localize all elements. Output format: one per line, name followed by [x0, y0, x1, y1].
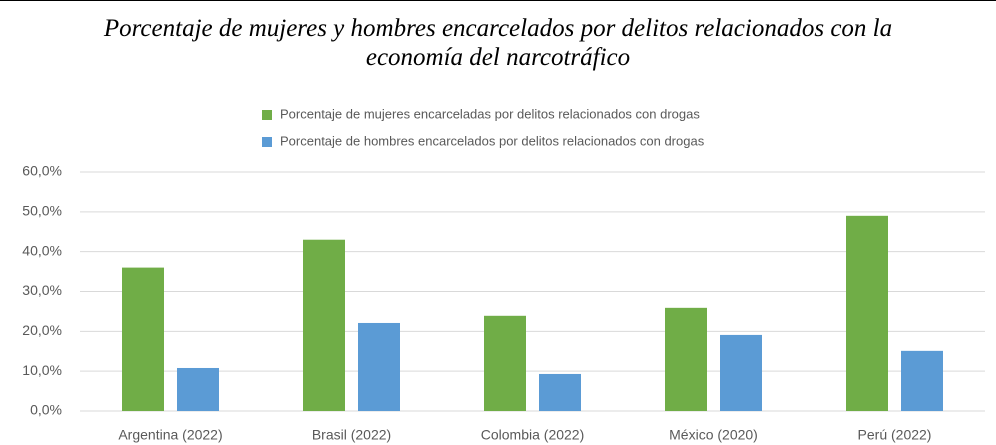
bar [846, 215, 888, 411]
bar [720, 334, 762, 411]
y-tick-label: 0,0% [30, 402, 62, 418]
x-tick-label: México (2020) [669, 427, 758, 443]
bar [177, 367, 219, 411]
x-tick-label: Colombia (2022) [481, 427, 585, 443]
y-tick-label: 60,0% [22, 163, 62, 179]
y-tick-label: 20,0% [22, 322, 62, 338]
legend-label: Porcentaje de mujeres encarceladas por d… [280, 106, 700, 121]
x-tick-label: Perú (2022) [858, 427, 932, 443]
bar [539, 373, 581, 411]
y-tick-label: 30,0% [22, 282, 62, 298]
y-tick-label: 50,0% [22, 203, 62, 219]
x-tick-label: Brasil (2022) [312, 427, 391, 443]
legend-swatch [262, 137, 272, 147]
x-tick-label: Argentina (2022) [118, 427, 222, 443]
bar [484, 315, 526, 411]
y-tick-label: 10,0% [22, 362, 62, 378]
legend-label: Porcentaje de hombres encarcelados por d… [280, 133, 705, 148]
bar [665, 307, 707, 411]
bar [901, 350, 943, 411]
chart-title: Porcentaje de mujeres y hombres encarcel… [103, 15, 893, 71]
bar [122, 267, 164, 411]
bar [303, 239, 345, 411]
y-tick-label: 40,0% [22, 242, 62, 258]
legend-swatch [262, 110, 272, 120]
bar [358, 322, 400, 411]
